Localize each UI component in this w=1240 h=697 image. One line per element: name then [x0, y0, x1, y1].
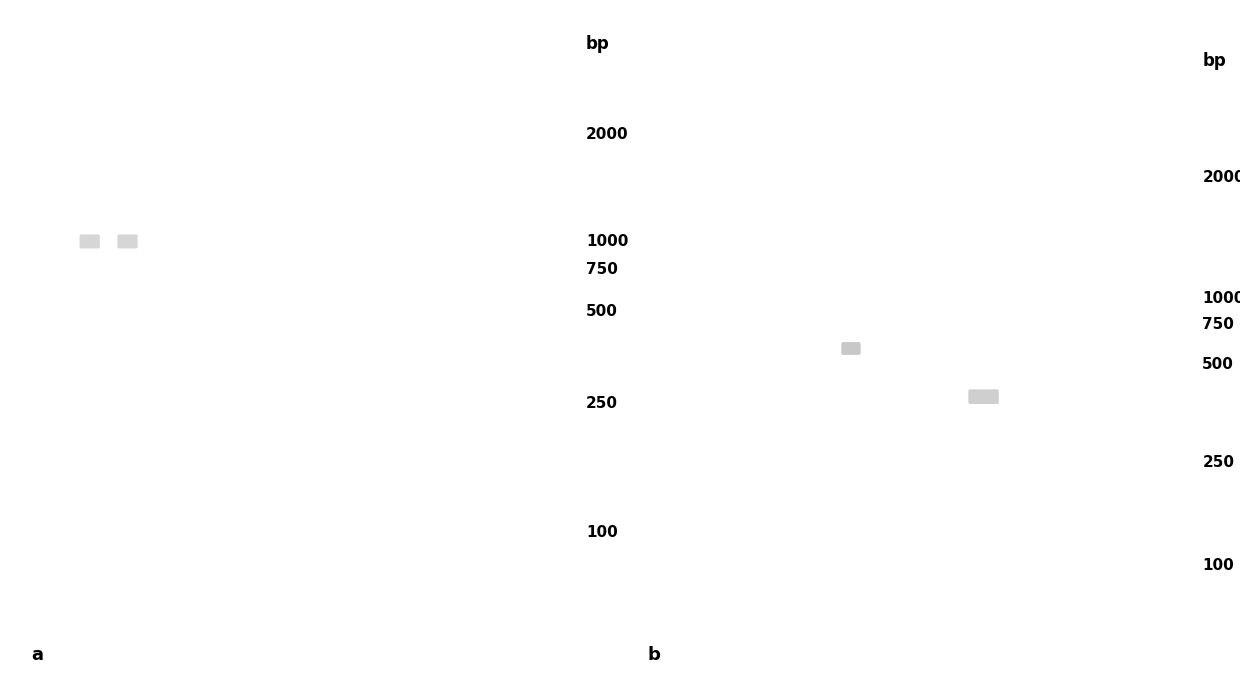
Text: 2: 2	[83, 35, 95, 53]
Text: bp: bp	[484, 35, 510, 53]
Text: 100: 100	[1203, 558, 1234, 574]
Text: 7: 7	[301, 35, 314, 53]
Text: 1: 1	[42, 35, 55, 53]
FancyBboxPatch shape	[14, 637, 58, 675]
Text: bp: bp	[1203, 52, 1226, 70]
Text: 8: 8	[339, 35, 351, 53]
FancyBboxPatch shape	[408, 123, 449, 145]
Text: 2000: 2000	[587, 127, 629, 142]
Text: 2000: 2000	[1203, 170, 1240, 185]
FancyBboxPatch shape	[79, 234, 100, 248]
FancyBboxPatch shape	[118, 234, 138, 248]
Text: 750: 750	[587, 262, 618, 277]
FancyBboxPatch shape	[1049, 290, 1076, 307]
FancyBboxPatch shape	[185, 232, 221, 251]
Text: 6: 6	[890, 35, 903, 53]
Text: M: M	[420, 35, 438, 53]
Text: 3: 3	[122, 35, 134, 53]
Text: bp: bp	[587, 35, 610, 53]
FancyBboxPatch shape	[1059, 357, 1085, 373]
FancyBboxPatch shape	[879, 301, 913, 319]
FancyBboxPatch shape	[429, 530, 445, 544]
Text: 500: 500	[1203, 357, 1234, 372]
FancyBboxPatch shape	[652, 338, 689, 357]
Text: 500: 500	[587, 304, 618, 319]
Text: 1000: 1000	[587, 234, 629, 249]
FancyBboxPatch shape	[290, 232, 326, 251]
Text: 750: 750	[1203, 317, 1234, 332]
FancyBboxPatch shape	[968, 390, 998, 404]
Text: 1: 1	[665, 35, 677, 53]
Text: 1000: 1000	[1203, 291, 1240, 306]
FancyBboxPatch shape	[148, 232, 184, 251]
FancyBboxPatch shape	[920, 278, 959, 298]
FancyBboxPatch shape	[842, 342, 861, 355]
Text: 4: 4	[159, 35, 171, 53]
Text: a: a	[31, 646, 43, 664]
Text: 3: 3	[759, 35, 771, 53]
Text: 8: 8	[977, 35, 990, 53]
FancyBboxPatch shape	[1038, 357, 1069, 373]
FancyBboxPatch shape	[412, 233, 445, 250]
FancyBboxPatch shape	[413, 304, 444, 320]
FancyBboxPatch shape	[252, 232, 288, 251]
Text: b: b	[647, 646, 660, 664]
Text: 2: 2	[708, 35, 720, 53]
Text: 5: 5	[844, 35, 857, 53]
FancyBboxPatch shape	[1044, 167, 1080, 189]
Text: 6: 6	[264, 35, 277, 53]
Text: 250: 250	[1203, 454, 1234, 470]
Text: 5: 5	[196, 35, 208, 53]
FancyBboxPatch shape	[630, 637, 675, 675]
FancyBboxPatch shape	[790, 307, 826, 326]
Text: 250: 250	[587, 396, 618, 411]
FancyBboxPatch shape	[413, 261, 444, 277]
FancyBboxPatch shape	[410, 526, 428, 539]
Text: 100: 100	[587, 525, 618, 540]
FancyBboxPatch shape	[746, 292, 782, 311]
Text: 7: 7	[934, 35, 946, 53]
FancyBboxPatch shape	[413, 395, 444, 411]
FancyBboxPatch shape	[965, 368, 1003, 385]
FancyBboxPatch shape	[27, 231, 69, 252]
Text: M: M	[1055, 35, 1073, 53]
FancyBboxPatch shape	[842, 342, 861, 355]
FancyBboxPatch shape	[1047, 316, 1079, 333]
Text: 4: 4	[801, 35, 813, 53]
